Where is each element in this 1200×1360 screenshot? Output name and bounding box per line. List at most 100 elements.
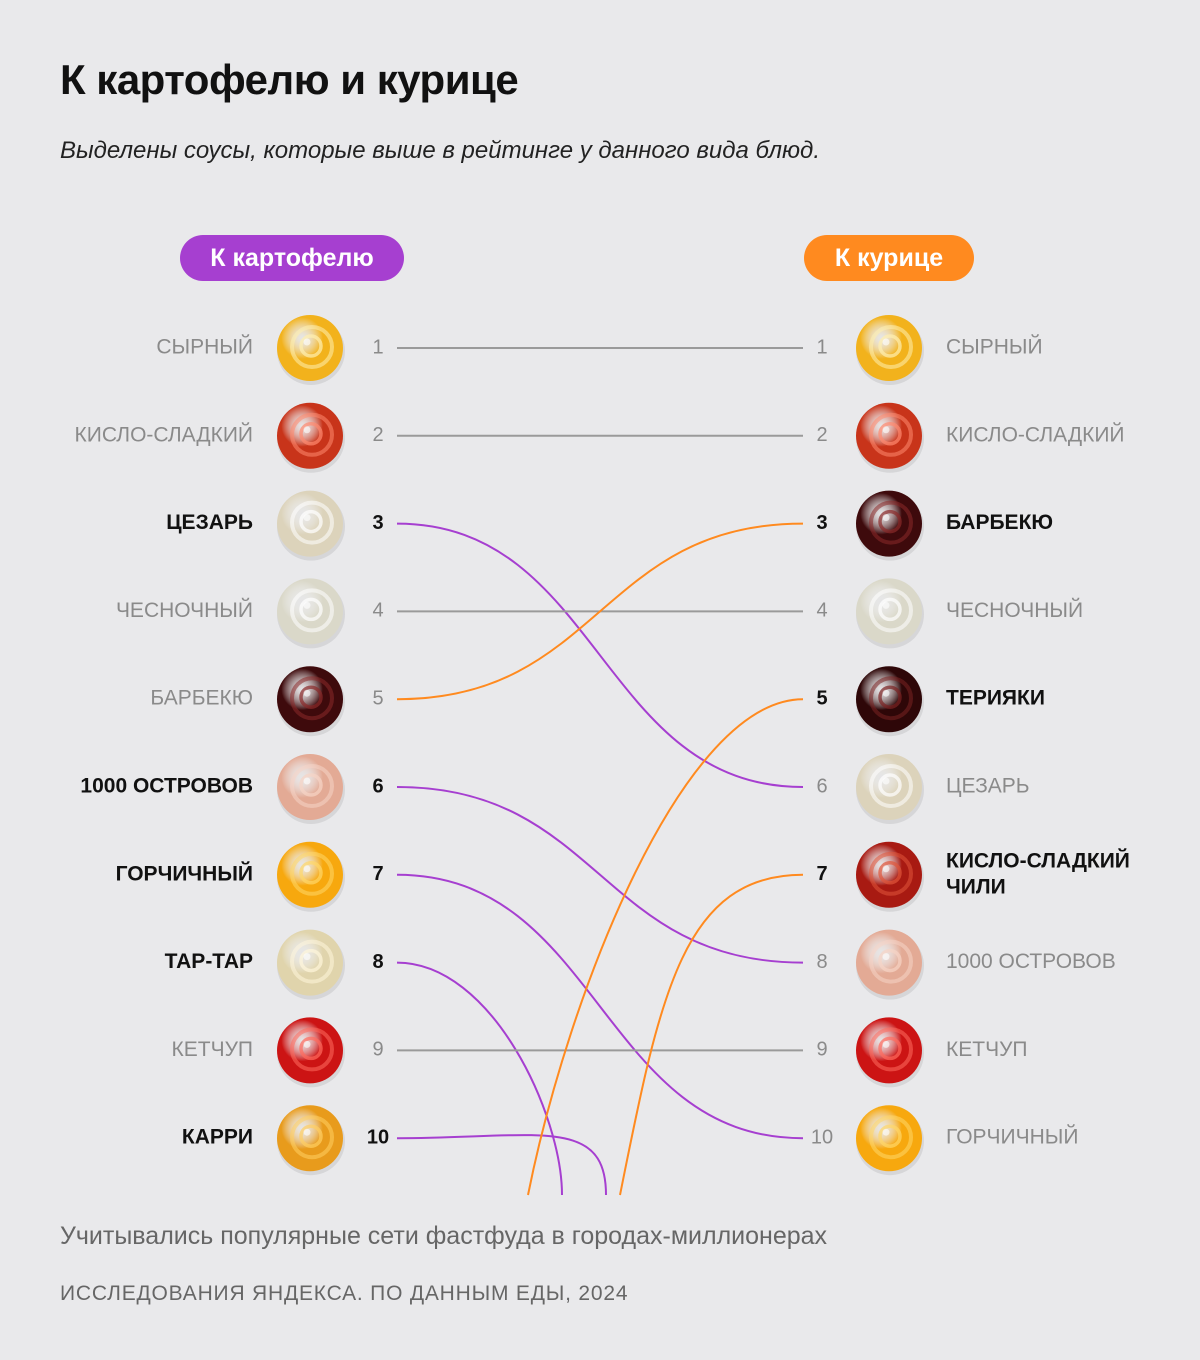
sauce-highlight <box>303 689 311 697</box>
sauce-highlight <box>882 777 890 785</box>
caesar-sauce-icon <box>277 490 345 561</box>
sauce-swirl-inner <box>299 334 323 358</box>
sauce-swirl-outer <box>290 1027 334 1072</box>
sauce-swirl-outer <box>869 851 913 896</box>
potato-sauce-label: ЧЕСНОЧНЫЙ <box>116 598 253 622</box>
chicken-sauce-label: КИСЛО-СЛАДКИЙ <box>946 422 1125 446</box>
sweet-chili-sauce-icon <box>856 841 924 912</box>
link-line <box>619 873 804 1196</box>
potato-column-header: К картофелю <box>180 235 404 281</box>
sauce-swirl-inner <box>878 861 902 885</box>
sauce-highlight <box>303 777 311 785</box>
sauce-swirl-inner <box>878 1036 902 1061</box>
potato-rank-number: 3 <box>372 512 383 534</box>
sauce-swirl-outer <box>290 1115 334 1160</box>
sauce-swirl-inner <box>878 509 902 534</box>
sauce-highlight <box>882 338 890 346</box>
sauce-swirl-outer <box>869 412 913 457</box>
sauce-swirl-inner <box>299 422 323 446</box>
sauce-swirl-outer <box>290 939 334 984</box>
sauce-swirl-outer <box>869 939 913 984</box>
mustard-sauce-icon <box>856 1105 924 1176</box>
sauce-swirl-outer <box>869 588 913 633</box>
garlic-sauce-icon <box>856 578 924 649</box>
curry-sauce-icon <box>277 1105 345 1176</box>
sauce-swirl-outer <box>869 1027 913 1072</box>
link-line <box>396 522 804 701</box>
garlic-sauce-icon <box>277 578 345 649</box>
sauce-highlight <box>303 1128 311 1136</box>
potato-rank-number: 1 <box>372 336 383 358</box>
sauce-swirl-inner <box>878 1124 902 1148</box>
sauce-swirl-inner <box>878 685 902 709</box>
tartar-sauce-icon <box>277 929 345 1000</box>
potato-sauce-label: СЫРНЫЙ <box>156 335 253 359</box>
potato-rank-number: 4 <box>372 600 383 622</box>
potato-sauce-label: ТАР-ТАР <box>165 950 253 973</box>
sauce-highlight <box>882 1040 890 1048</box>
caesar-sauce-icon <box>856 754 924 824</box>
chicken-rank-number: 5 <box>816 687 827 709</box>
potato-sauce-label: КЕТЧУП <box>172 1038 254 1061</box>
chicken-rank-number: 9 <box>816 1039 827 1061</box>
teriyaki-sauce-icon <box>856 666 924 737</box>
sauce-swirl-outer <box>290 851 334 896</box>
bbq-sauce-icon <box>277 666 345 737</box>
potato-rank-number: 7 <box>372 863 383 885</box>
chicken-rank-number: 8 <box>816 951 827 973</box>
potato-rank-number: 2 <box>372 424 383 446</box>
sauce-swirl-inner <box>299 685 323 709</box>
sweet-sour-sauce-icon <box>856 402 924 473</box>
chicken-rank-number: 7 <box>816 863 827 885</box>
sauce-swirl-inner <box>299 773 323 797</box>
thousand-islands-sauce-icon <box>856 929 924 1000</box>
sauce-swirl-inner <box>299 1036 323 1061</box>
sauce-swirl-inner <box>878 334 902 358</box>
sauce-swirl-outer <box>290 500 334 545</box>
link-line <box>396 1134 607 1196</box>
chicken-sauce-label: ЧЕСНОЧНЫЙ <box>946 598 1083 622</box>
potato-rank-number: 8 <box>372 951 383 973</box>
sauce-swirl-outer <box>869 500 913 545</box>
chicken-rank-number: 1 <box>816 336 827 358</box>
sauce-highlight <box>882 1128 890 1136</box>
chicken-rank-number: 2 <box>816 424 827 446</box>
potato-rank-number: 9 <box>372 1039 383 1061</box>
potato-sauce-label: 1000 ОСТРОВОВ <box>80 775 253 798</box>
sauce-swirl-inner <box>878 597 902 622</box>
chicken-sauce-label: ЦЕЗАРЬ <box>946 775 1030 798</box>
sauce-swirl-inner <box>878 773 902 797</box>
sauce-swirl-inner <box>299 861 323 885</box>
chicken-rank-number: 10 <box>811 1126 833 1148</box>
chicken-sauce-label: 1000 ОСТРОВОВ <box>946 950 1116 973</box>
potato-rank-number: 6 <box>372 775 383 797</box>
sauce-swirl-inner <box>299 948 323 973</box>
chicken-sauce-label: ГОРЧИЧНЫЙ <box>946 1125 1078 1149</box>
sauce-swirl-outer <box>869 1115 913 1160</box>
sauce-swirl-outer <box>290 588 334 633</box>
sauce-swirl-outer <box>290 325 334 369</box>
potato-sauce-label: КИСЛО-СЛАДКИЙ <box>75 422 254 446</box>
chicken-sauce-label: КИСЛО-СЛАДКИЙ <box>946 848 1130 872</box>
chicken-rank-number: 6 <box>816 775 827 797</box>
sauce-highlight <box>882 865 890 873</box>
chicken-sauce-label: СЫРНЫЙ <box>946 335 1043 359</box>
sauce-highlight <box>882 953 890 961</box>
chicken-sauce-label: ТЕРИЯКИ <box>946 687 1045 710</box>
chicken-sauce-label: КЕТЧУП <box>946 1038 1028 1061</box>
thousand-islands-sauce-icon <box>277 754 345 824</box>
source-credit: ИССЛЕДОВАНИЯ ЯНДЕКСА. ПО ДАННЫМ ЕДЫ, 202… <box>60 1282 629 1305</box>
sauce-swirl-outer <box>290 412 334 457</box>
chicken-rank-number: 3 <box>816 512 827 534</box>
sauce-highlight <box>303 426 311 434</box>
ketchup-icon <box>277 1017 345 1088</box>
chicken-sauce-label: ЧИЛИ <box>946 875 1006 898</box>
potato-rank-number: 5 <box>372 687 383 709</box>
potato-sauce-label: БАРБЕКЮ <box>150 687 253 710</box>
sauce-swirl-inner <box>878 948 902 973</box>
mustard-sauce-icon <box>277 841 345 912</box>
sauce-highlight <box>882 689 890 697</box>
sauce-swirl-outer <box>290 764 334 808</box>
link-line <box>396 873 804 1140</box>
ketchup-icon <box>856 1017 924 1088</box>
